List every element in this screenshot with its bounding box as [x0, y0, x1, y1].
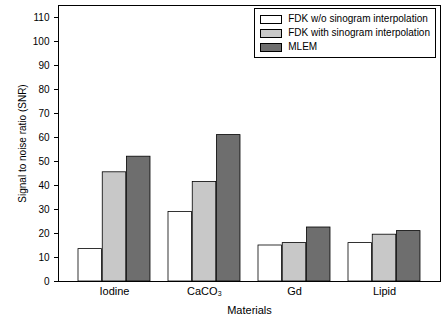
svg-text:0: 0	[44, 276, 50, 287]
svg-text:70: 70	[38, 108, 50, 119]
svg-text:80: 80	[38, 84, 50, 95]
svg-text:10: 10	[38, 252, 50, 263]
svg-text:100: 100	[33, 36, 50, 47]
html-text:FDK w/o sinogram interpolation: FDK w/o sinogram interpolation	[288, 13, 428, 24]
svg-text:Gd: Gd	[287, 285, 302, 297]
svg-text:110: 110	[34, 12, 50, 23]
html-text:FDK with sinogram interpolatio: FDK with sinogram interpolation	[288, 27, 430, 38]
svg-text:Lipid: Lipid	[373, 285, 396, 297]
svg-text:Iodine: Iodine	[100, 285, 130, 297]
svg-text:20: 20	[38, 228, 50, 239]
svg-text:Materials: Materials	[227, 304, 272, 316]
svg-text:Signal to noise ratio (SNR): Signal to noise ratio (SNR)	[17, 84, 28, 202]
svg-text:40: 40	[38, 180, 50, 191]
svg-text:50: 50	[38, 156, 50, 167]
svg-text:CaCO₃: CaCO₃	[187, 285, 222, 297]
svg-text:30: 30	[38, 204, 50, 215]
svg-text:60: 60	[38, 132, 50, 143]
html-text:MLEM: MLEM	[288, 41, 318, 52]
svg-text:90: 90	[38, 60, 50, 71]
